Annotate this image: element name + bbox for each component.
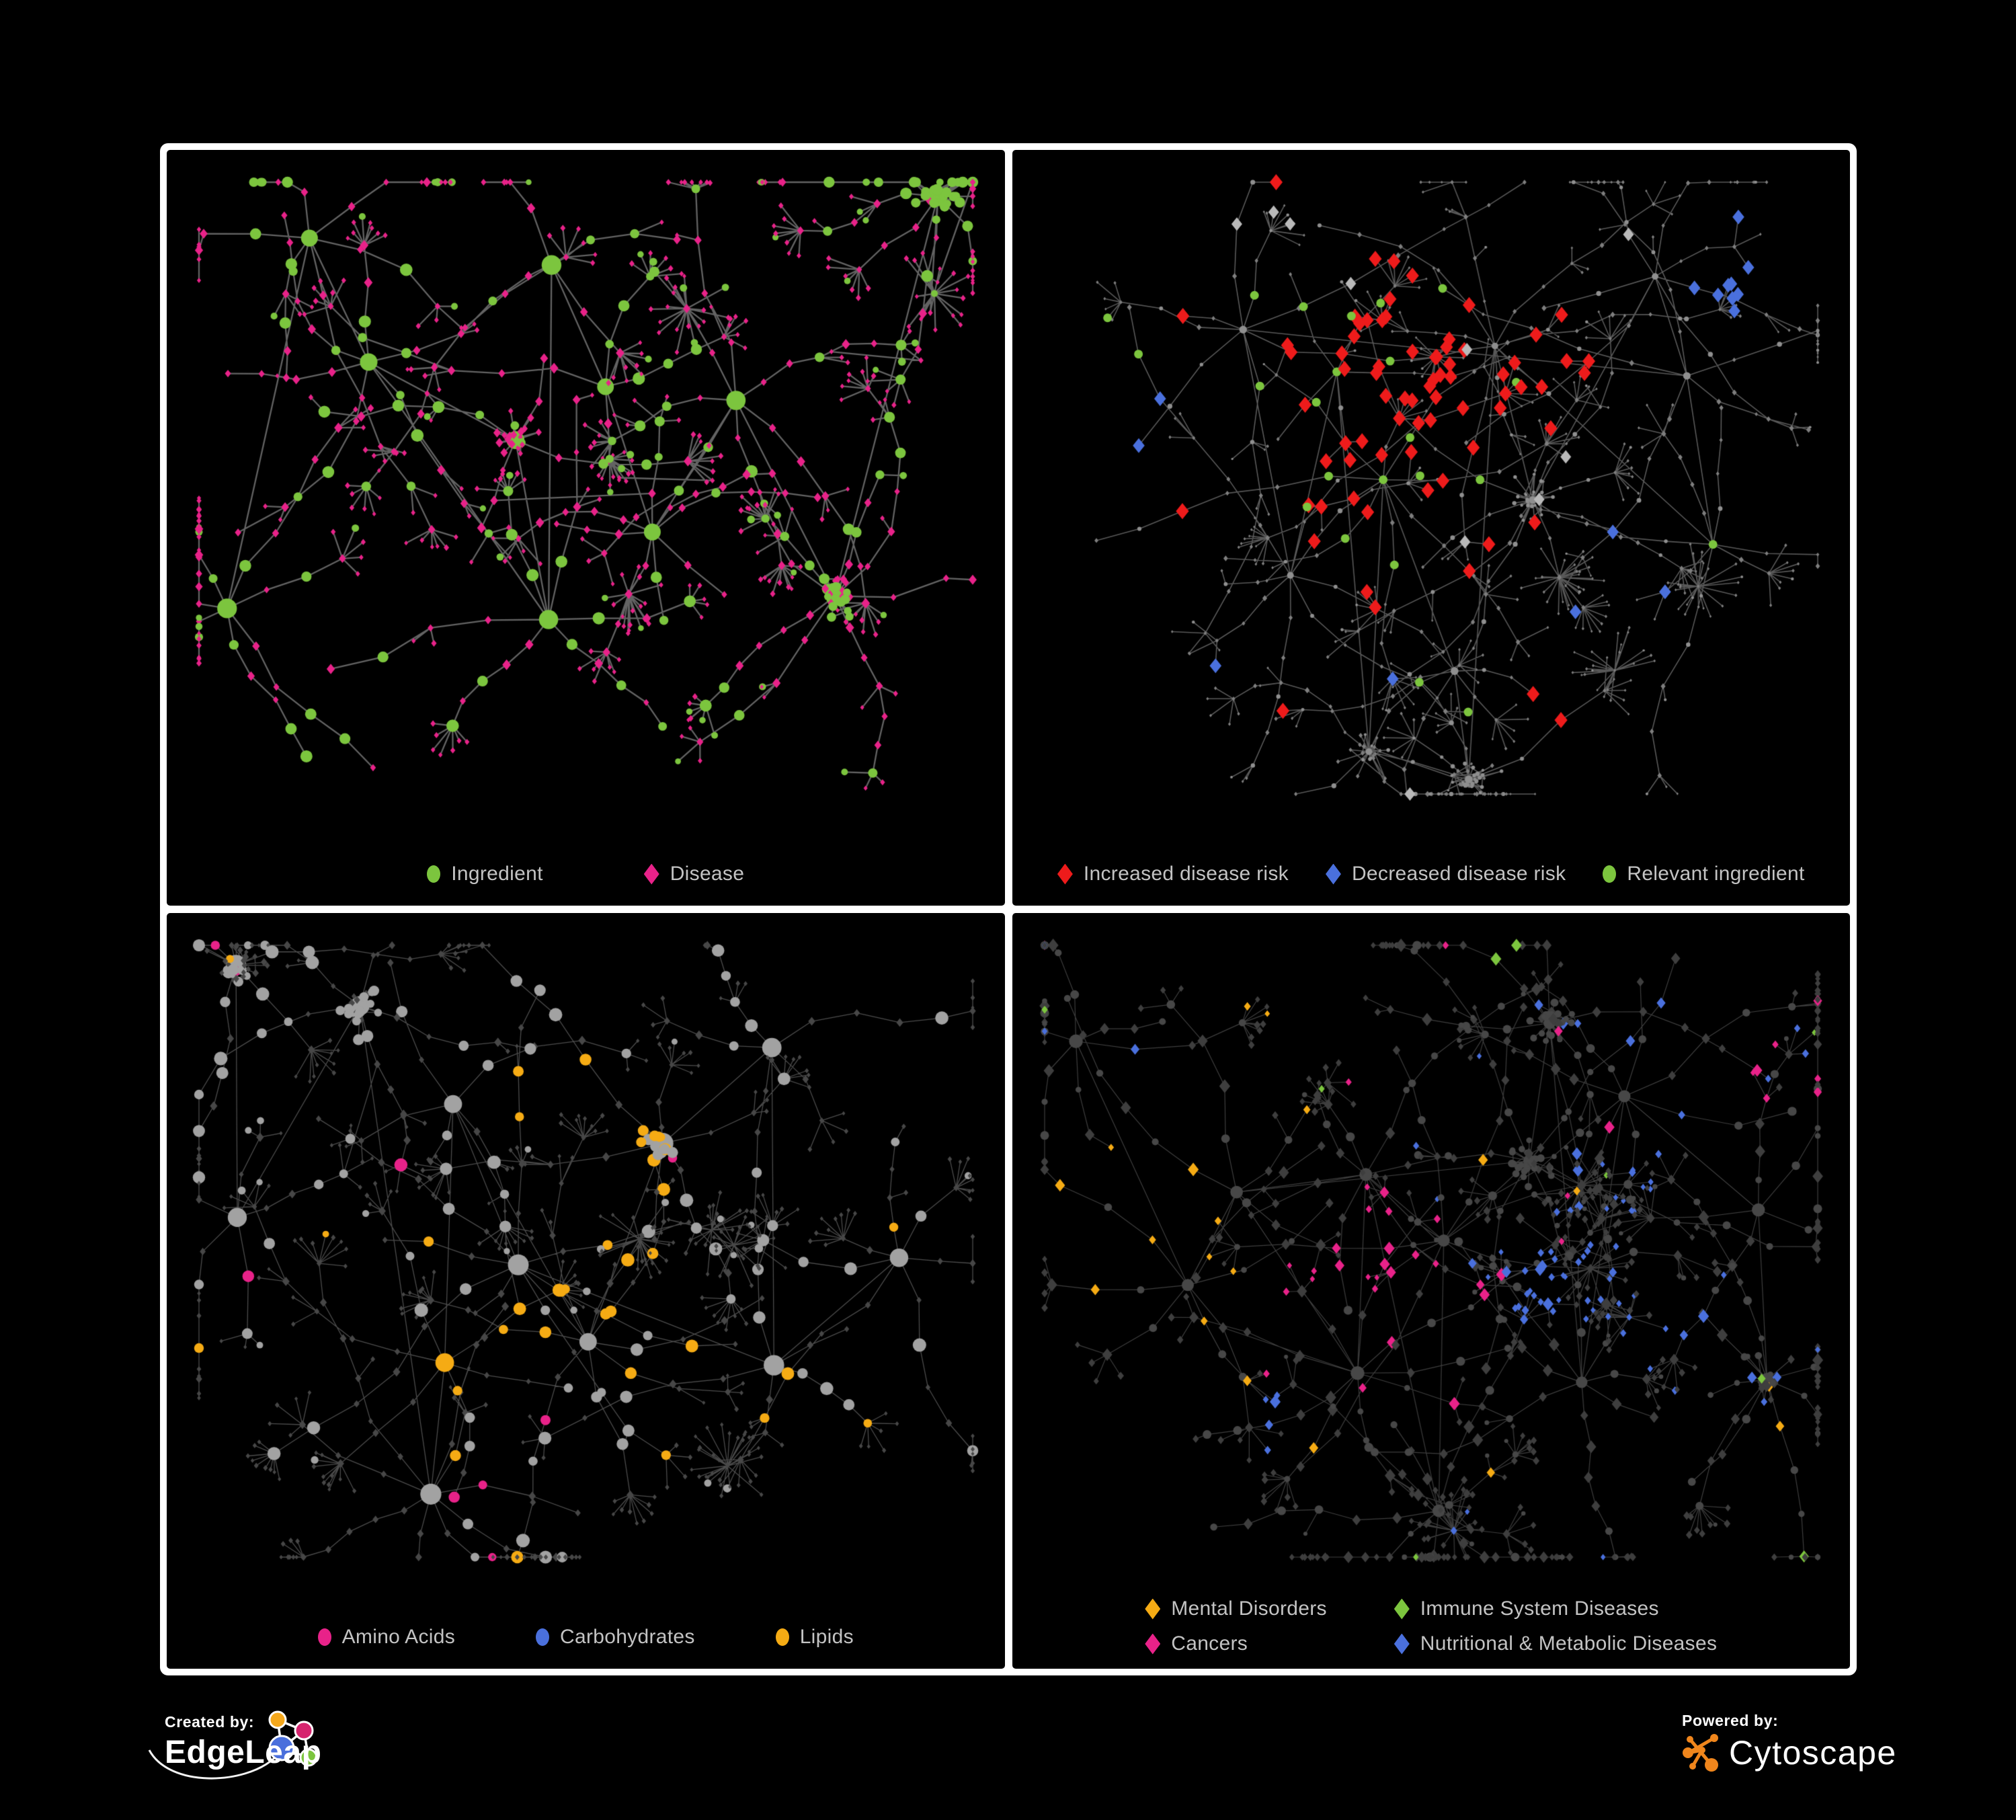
legend-item: Ingredient	[427, 863, 542, 885]
circle-marker	[775, 1628, 789, 1646]
diamond-marker	[1394, 1633, 1410, 1655]
legend-ingredient-disease: Ingredient Disease	[167, 863, 1005, 885]
legend-item: Amino Acids	[317, 1626, 455, 1649]
edgeleap-wordmark: EdgeLeap	[165, 1735, 322, 1770]
circle-marker	[317, 1628, 331, 1646]
network-canvas-disease-classes	[1012, 913, 1850, 1669]
diamond-marker	[1145, 1598, 1161, 1620]
cytoscape-wordmark: Cytoscape	[1729, 1734, 1897, 1772]
powered-by-label: Powered by:	[1682, 1712, 1779, 1729]
legend-label: Nutritional & Metabolic Diseases	[1420, 1632, 1718, 1655]
legend-disease-classes: Mental Disorders Immune System Diseases Ca…	[1012, 1597, 1851, 1655]
cytoscape-credit: Powered by: Cytoscape	[1682, 1712, 1897, 1773]
legend-item: Immune System Diseases	[1394, 1597, 1717, 1620]
network-canvas-ingredient-disease	[167, 150, 1005, 906]
panel-ingredient-classes: Amino Acids Carbohydrates Lipids	[167, 913, 1005, 1669]
panel-ingredient-disease: Ingredient Disease	[167, 150, 1005, 906]
legend-item: Disease	[643, 863, 745, 885]
circle-marker	[1603, 865, 1617, 883]
diamond-marker	[1394, 1598, 1410, 1620]
legend-label: Mental Disorders	[1171, 1597, 1327, 1620]
panel-grid: Ingredient Disease Increased disease risk…	[160, 143, 1857, 1675]
legend-label: Increased disease risk	[1083, 863, 1289, 885]
created-by-label: Created by:	[165, 1713, 255, 1731]
legend-label: Carbohydrates	[560, 1626, 695, 1648]
panel-disease-classes: Mental Disorders Immune System Diseases Ca…	[1012, 913, 1851, 1669]
legend-item: Carbohydrates	[536, 1626, 695, 1649]
cytoscape-logo-icon	[1683, 1734, 1718, 1772]
legend-item: Increased disease risk	[1057, 863, 1289, 885]
network-canvas-ingredient-classes	[167, 913, 1005, 1669]
diamond-marker	[643, 863, 659, 885]
legend-label: Immune System Diseases	[1420, 1597, 1659, 1620]
cytoscape-row: Cytoscape	[1682, 1733, 1897, 1773]
legend-item: Relevant ingredient	[1603, 863, 1804, 885]
legend-item: Cancers	[1145, 1632, 1327, 1655]
circle-marker	[536, 1628, 549, 1646]
edgeleap-logo-icon	[148, 1710, 318, 1780]
legend-item: Lipids	[775, 1626, 854, 1649]
diamond-marker	[1057, 863, 1073, 885]
legend-item: Nutritional & Metabolic Diseases	[1394, 1632, 1717, 1655]
legend-item: Mental Disorders	[1145, 1597, 1327, 1620]
diamond-marker	[1145, 1633, 1161, 1655]
edgeleap-row: EdgeLeap	[148, 1710, 322, 1780]
edgeleap-credit: Created by: EdgeLeap	[148, 1710, 322, 1780]
legend-label: Amino Acids	[341, 1626, 455, 1648]
legend-label: Relevant ingredient	[1627, 863, 1805, 885]
circle-marker	[427, 865, 441, 883]
legend-label: Ingredient	[451, 863, 543, 885]
legend-label: Disease	[670, 863, 745, 885]
legend-disease-risk: Increased disease risk Decreased disease …	[1012, 863, 1851, 885]
legend-item: Decreased disease risk	[1325, 863, 1566, 885]
panel-disease-risk: Increased disease risk Decreased disease …	[1012, 150, 1851, 906]
network-canvas-disease-risk	[1012, 150, 1850, 906]
legend-label: Lipids	[799, 1626, 854, 1648]
legend-label: Decreased disease risk	[1351, 863, 1566, 885]
diamond-marker	[1325, 863, 1341, 885]
legend-ingredient-classes: Amino Acids Carbohydrates Lipids	[167, 1626, 1005, 1649]
legend-label: Cancers	[1171, 1632, 1248, 1655]
